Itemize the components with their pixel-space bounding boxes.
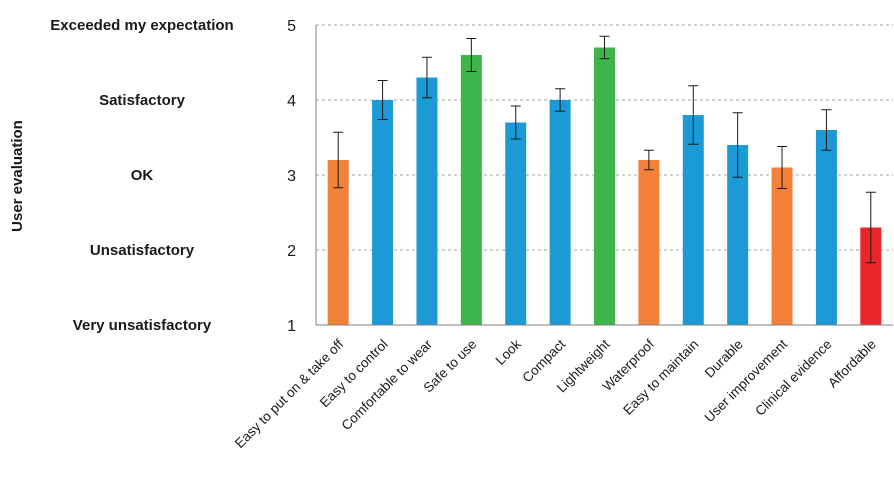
y-axis-label: User evaluation bbox=[9, 120, 26, 232]
y-tick-label: Unsatisfactory bbox=[90, 242, 195, 259]
bar bbox=[594, 47, 615, 325]
y-tick-labels: 1 Very unsatisfactory 2 Unsatisfactory 3 OK 4 S… bbox=[50, 17, 296, 335]
y-tick-label: OK bbox=[131, 167, 154, 184]
bar bbox=[416, 77, 438, 325]
bar bbox=[327, 160, 349, 325]
x-tick-label: Affordable bbox=[825, 337, 879, 391]
y-tick-label: Exceeded my expectation bbox=[50, 17, 233, 34]
x-tick-label: User improvement bbox=[702, 336, 791, 425]
y-tick-label: Satisfactory bbox=[99, 92, 186, 109]
bar bbox=[638, 160, 660, 325]
y-tick-value: 2 bbox=[287, 243, 296, 260]
bar bbox=[460, 55, 482, 325]
x-tick-label: Easy to maintain bbox=[620, 337, 701, 418]
y-tick-value: 4 bbox=[287, 93, 296, 110]
x-tick-label: Durable bbox=[702, 337, 746, 381]
bar bbox=[860, 227, 882, 325]
bar bbox=[815, 130, 837, 325]
bar bbox=[505, 122, 527, 325]
x-tick-label: Clinical evidence bbox=[752, 337, 834, 419]
error-bars bbox=[333, 35, 876, 264]
bar bbox=[549, 100, 571, 325]
bars bbox=[327, 47, 882, 325]
x-tick-label: Look bbox=[493, 336, 524, 367]
y-tick-value: 5 bbox=[287, 18, 296, 35]
y-tick-label: Very unsatisfactory bbox=[73, 317, 212, 334]
bar bbox=[372, 100, 394, 325]
bar bbox=[682, 115, 704, 325]
bar bbox=[727, 145, 749, 325]
y-tick-value: 1 bbox=[287, 318, 296, 335]
y-tick-value: 3 bbox=[287, 168, 296, 185]
bar bbox=[771, 167, 793, 325]
